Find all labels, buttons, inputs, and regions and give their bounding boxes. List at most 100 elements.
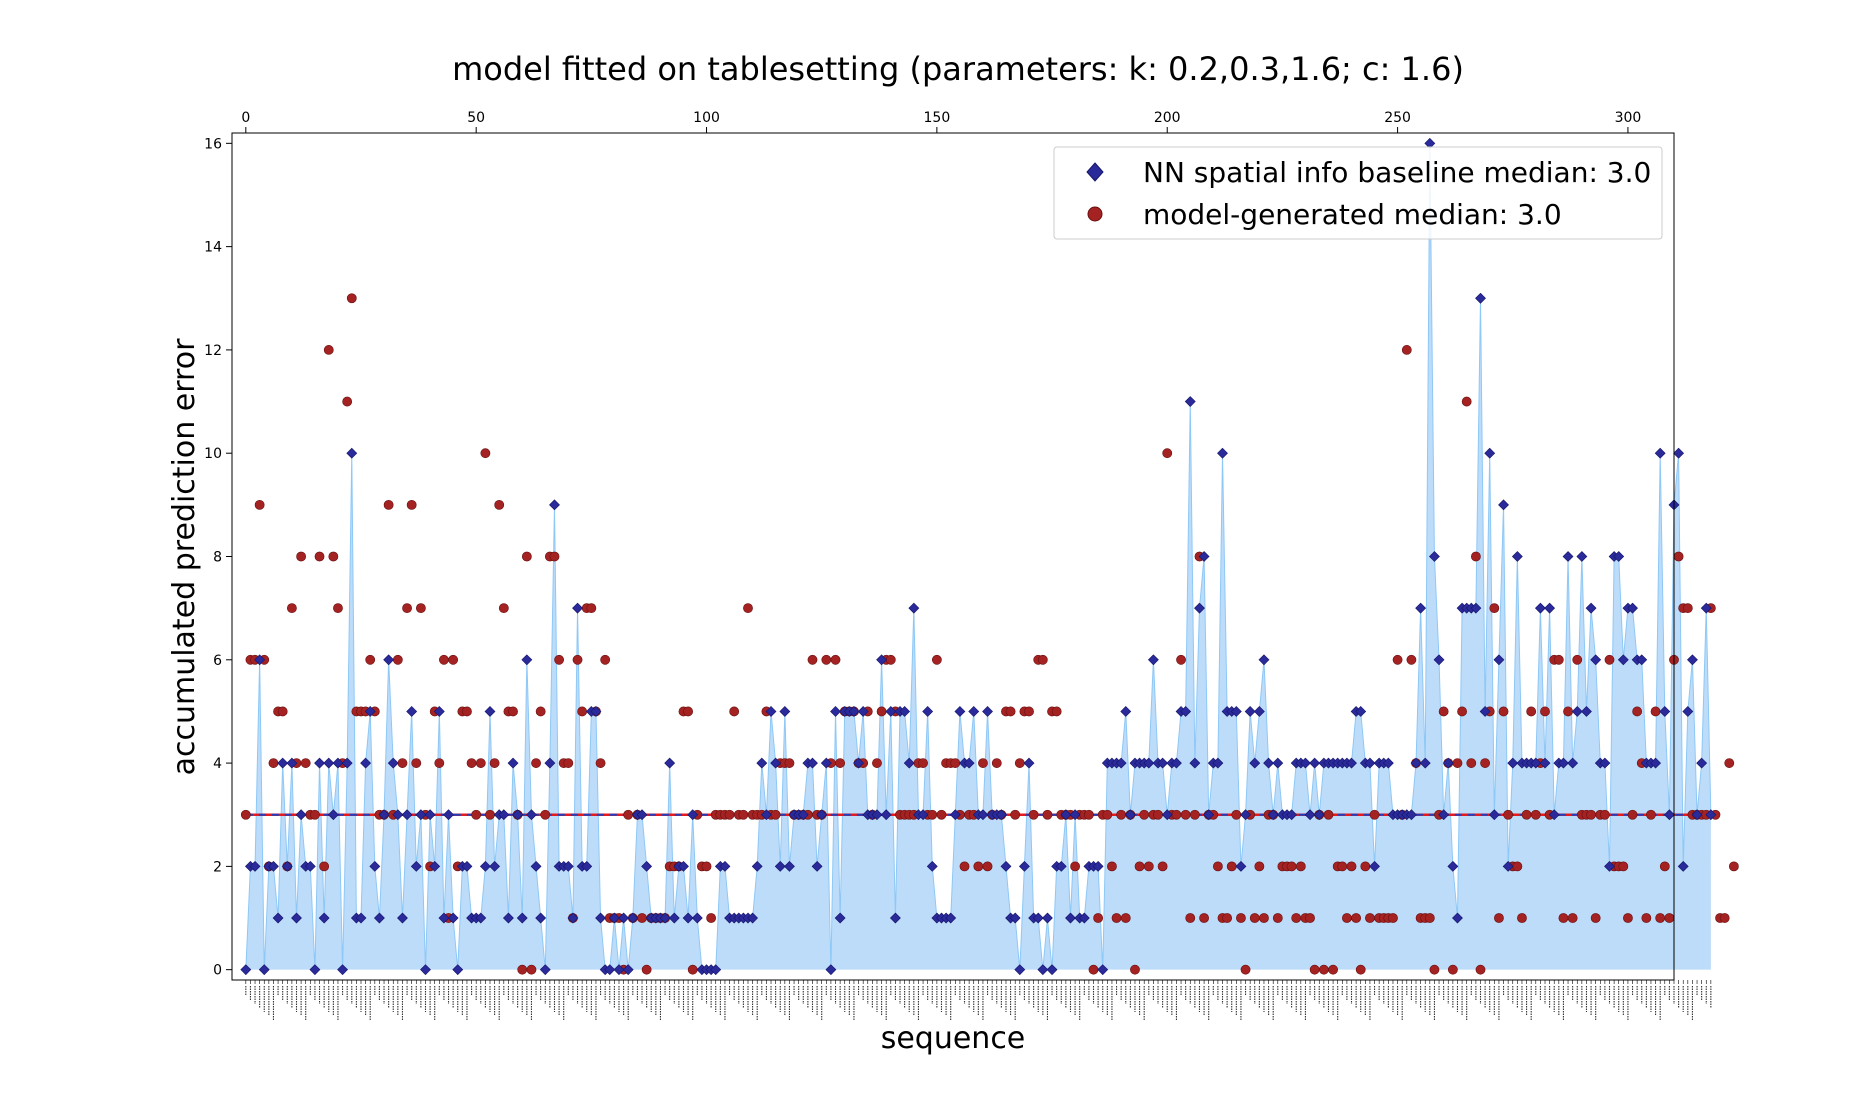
baseline-point: [678, 860, 689, 872]
model-point: [1526, 706, 1537, 717]
baseline-point: [544, 757, 556, 769]
baseline-point: [1493, 654, 1505, 666]
baseline-point: [383, 654, 395, 666]
baseline-point: [1650, 757, 1661, 769]
model-point: [872, 758, 882, 768]
baseline-point: [1115, 757, 1127, 769]
baseline-point: [1447, 860, 1459, 872]
baseline-point: [811, 860, 823, 872]
baseline-point: [387, 757, 399, 769]
model-point: [784, 758, 795, 768]
model-point: [526, 964, 537, 975]
baseline-point: [627, 912, 639, 924]
model-point: [1051, 706, 1062, 717]
baseline-point: [774, 860, 786, 872]
y-tick-label: 6: [213, 653, 222, 669]
model-point: [1222, 913, 1233, 923]
baseline-point: [1000, 860, 1012, 872]
model-point: [392, 654, 403, 665]
model-point: [1309, 964, 1320, 975]
model-point: [1673, 551, 1684, 562]
legend-baseline-label: NN spatial info baseline median: 3.0: [1143, 156, 1651, 189]
model-point: [346, 293, 357, 304]
baseline-point: [1696, 757, 1708, 769]
baseline-point: [323, 757, 335, 769]
model-point: [1185, 913, 1196, 923]
model-point: [540, 809, 551, 820]
baseline-point: [880, 809, 892, 821]
baseline-point: [327, 809, 339, 821]
model-point: [1429, 964, 1440, 975]
model-point: [1360, 861, 1371, 872]
baseline-point: [452, 964, 464, 976]
model-point: [1323, 809, 1334, 820]
baseline-point: [475, 912, 487, 924]
model-point: [1392, 654, 1403, 665]
x-top-tick-label: 100: [693, 110, 720, 126]
model-point: [489, 758, 500, 768]
model-point: [1471, 551, 1481, 562]
baseline-point: [254, 654, 266, 666]
baseline-point: [1065, 912, 1076, 924]
model-point: [415, 603, 426, 614]
model-point: [1143, 861, 1154, 872]
model-point: [1231, 809, 1242, 820]
baseline-point: [268, 860, 279, 872]
baseline-point: [309, 964, 321, 976]
model-point: [1388, 913, 1398, 923]
model-point: [1093, 913, 1104, 923]
baseline-point: [341, 757, 353, 769]
model-point: [1342, 913, 1352, 923]
baseline-point: [1475, 292, 1486, 304]
baseline-point: [1300, 757, 1311, 769]
baseline-point: [949, 809, 961, 821]
model-point: [959, 861, 970, 872]
baseline-point: [355, 912, 367, 924]
model-point: [314, 551, 325, 562]
baseline-point: [337, 964, 348, 976]
model-point: [876, 706, 887, 717]
baseline-point: [424, 809, 436, 821]
model-point: [1176, 654, 1186, 665]
baseline-point: [549, 499, 560, 511]
y-axis-label: accumulated prediction error: [167, 338, 202, 775]
model-point: [1180, 809, 1191, 820]
baseline-point: [1415, 602, 1427, 614]
baseline-point: [664, 757, 676, 769]
baseline-point: [1484, 447, 1496, 459]
baseline-point: [1700, 602, 1712, 614]
model-point: [973, 861, 984, 872]
model-point: [807, 654, 818, 665]
baseline-point: [1571, 706, 1583, 717]
model-point: [1572, 654, 1583, 665]
baseline-point: [1502, 860, 1514, 872]
baseline-point: [1405, 809, 1417, 821]
baseline-point: [1253, 706, 1265, 717]
baseline-point: [1171, 757, 1182, 769]
baseline-point: [1599, 757, 1611, 769]
model-point: [1627, 809, 1638, 820]
model-point: [701, 861, 712, 872]
baseline-point: [595, 912, 606, 924]
baseline-point: [770, 757, 782, 769]
model-point: [1318, 964, 1329, 975]
baseline-point: [1433, 654, 1445, 666]
baseline-point: [779, 706, 791, 717]
baseline-point: [917, 809, 929, 821]
model-point: [1618, 861, 1629, 872]
baseline-point: [360, 757, 372, 769]
y-axis: 0 2 4 6 8 10 12 14 16: [204, 136, 232, 979]
baseline-point: [433, 706, 445, 717]
baseline-point: [562, 860, 574, 872]
baseline-point: [760, 809, 772, 821]
legend-diamond-marker: [1086, 162, 1104, 182]
baseline-point: [410, 860, 422, 872]
model-point: [1724, 758, 1735, 768]
baseline-point: [885, 706, 897, 717]
baseline-point: [604, 964, 616, 976]
baseline-point: [1346, 757, 1357, 769]
model-point: [535, 706, 546, 717]
y-tick-label: 14: [204, 240, 222, 256]
y-tick-label: 8: [213, 550, 222, 566]
